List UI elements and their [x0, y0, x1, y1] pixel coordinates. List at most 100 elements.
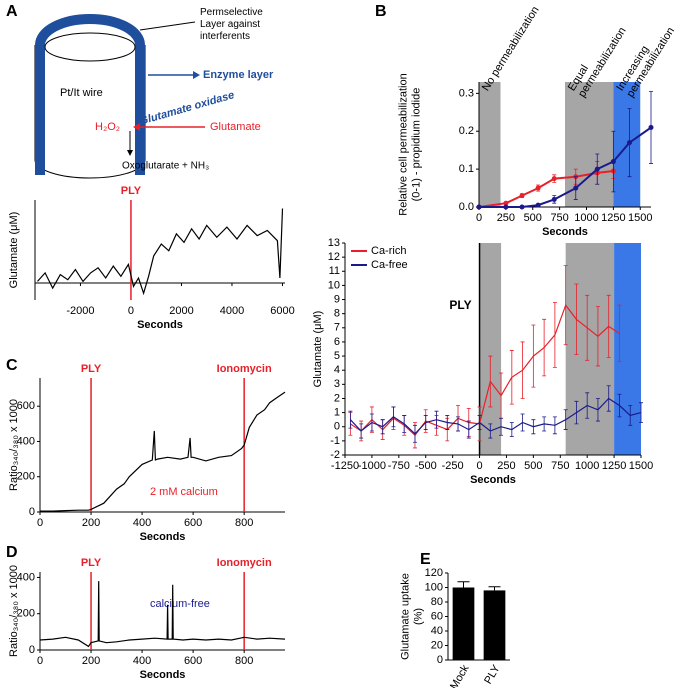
y-tick-label: 100: [425, 581, 443, 593]
panel-label: A: [6, 3, 18, 20]
y-tick-label: 0: [29, 644, 35, 656]
annotation-box: [443, 298, 478, 314]
marker: [551, 176, 557, 182]
cylinder-top: [44, 32, 136, 62]
y-tick-label: 1: [334, 407, 340, 419]
enzyme-label: Enzyme layer: [203, 69, 274, 81]
error-bar: [348, 410, 353, 429]
y-axis-label: Relative cell permeabilization: [397, 73, 409, 215]
marker: [573, 185, 579, 191]
y-axis-label: Glutamate uptake: [399, 573, 411, 660]
annotation-label: Ionomycin: [217, 363, 272, 375]
y-tick-label: 200: [17, 608, 35, 620]
annotation-label: PLY: [121, 185, 142, 197]
x-tick-label: 200: [82, 655, 100, 667]
x-tick-label: 600: [184, 517, 202, 529]
y-tick-label: 60: [431, 610, 443, 622]
region-label-line: No permeabilization: [480, 4, 542, 93]
y-tick-label: 80: [431, 596, 443, 608]
x-axis-label: Seconds: [470, 474, 516, 486]
x-tick-label: -2000: [66, 305, 94, 317]
chart: D 0 200 400 0 200 400 600 800 Seconds Ratio₃₄₀/₃₈₀…: [6, 544, 286, 681]
annotation-label: PLY: [81, 557, 102, 569]
cylinder: [34, 45, 146, 179]
wire-label: Pt/It wire: [60, 87, 103, 99]
y-tick-label: 7: [334, 322, 340, 334]
error-bar: [488, 586, 501, 591]
panel-label: C: [6, 357, 18, 374]
region: [479, 243, 502, 455]
arrow-head: [127, 150, 133, 156]
y-axis-label: (%): [412, 608, 424, 625]
y-tick-label: 40: [431, 625, 443, 637]
x-tick-label: 400: [133, 517, 151, 529]
x-tick-label: 1250: [602, 460, 626, 472]
pointer: [139, 21, 196, 31]
x-tick-label: 0: [128, 305, 134, 317]
x-tick-label: 1250: [601, 212, 625, 224]
chart: E 0 20 40 60 80 100 120 Glutamate uptake (%) Mock P…: [399, 551, 510, 688]
y-tick-label: 20: [431, 639, 443, 651]
y-axis-label: Glutamate (μM): [8, 212, 20, 289]
x-tick-label: 6000: [270, 305, 294, 317]
y-tick-label: 0: [334, 421, 340, 433]
region: [565, 82, 614, 207]
y-axis-label: Ratio₃₄₀/₃₈₀ x 1000: [8, 399, 20, 491]
y-axis-label: Glutamate (μM): [312, 311, 324, 388]
x-tick-label: 250: [497, 212, 515, 224]
x-tick-label: 0: [37, 655, 43, 667]
y-tick-label: 2: [334, 392, 340, 404]
x-tick-label: 1000: [575, 460, 599, 472]
x-axis-label: Seconds: [140, 531, 186, 543]
label-line: Permselective: [200, 7, 263, 18]
marker: [535, 202, 541, 208]
y-tick-label: 200: [17, 471, 35, 483]
x-tick-label: 750: [550, 212, 568, 224]
x-tick-label: 1000: [574, 212, 598, 224]
y-tick-label: -1: [330, 435, 340, 447]
glutamate-label: Glutamate: [210, 121, 261, 133]
bar: [483, 590, 506, 660]
annotation-label: PLY: [81, 363, 102, 375]
error-bar: [457, 581, 470, 588]
marker: [519, 193, 525, 199]
legend-label: Ca-rich: [371, 245, 406, 257]
x-axis-label: Seconds: [137, 319, 183, 331]
series-line: [40, 391, 286, 512]
product-label: Oxoglutarate + NH₃: [122, 161, 209, 172]
series-line: [350, 303, 620, 437]
chart: B No permeabilization Equalpermeabilizatio…: [375, 3, 677, 238]
x-tick-label: 500: [524, 460, 542, 472]
panel-label: D: [6, 544, 18, 561]
y-tick-label: 4: [334, 364, 340, 376]
x-tick-label: 0: [37, 517, 43, 529]
x-tick-label: 800: [235, 517, 253, 529]
marker: [535, 185, 541, 191]
panel-label: B: [375, 3, 387, 20]
region-label: No permeabilization: [480, 4, 542, 93]
y-tick-label: 12: [328, 251, 340, 263]
label-line: Layer against: [200, 19, 260, 30]
x-tick-label: 800: [235, 655, 253, 667]
arrow-head: [193, 71, 200, 79]
y-tick-label: 3: [334, 378, 340, 390]
y-tick-label: 400: [17, 435, 35, 447]
x-tick-label: 400: [133, 655, 151, 667]
marker: [519, 204, 525, 210]
y-tick-label: 0.1: [459, 163, 474, 175]
diagram: A Permselective Layer against interferents…: [6, 3, 274, 179]
series-line: [37, 208, 284, 296]
x-tick-label: 250: [497, 460, 515, 472]
note: 2 mM calcium: [150, 486, 218, 498]
marker: [551, 196, 557, 202]
marker: [503, 204, 509, 210]
y-axis-label: Ratio₃₄₀/₃₈₀ x 1000: [8, 565, 20, 657]
legend-label: Ca-free: [371, 259, 408, 271]
region: [565, 243, 615, 455]
permselective-layer: [35, 14, 145, 175]
y-tick-label: 600: [17, 400, 35, 412]
marker: [627, 140, 632, 146]
marker: [648, 124, 654, 130]
